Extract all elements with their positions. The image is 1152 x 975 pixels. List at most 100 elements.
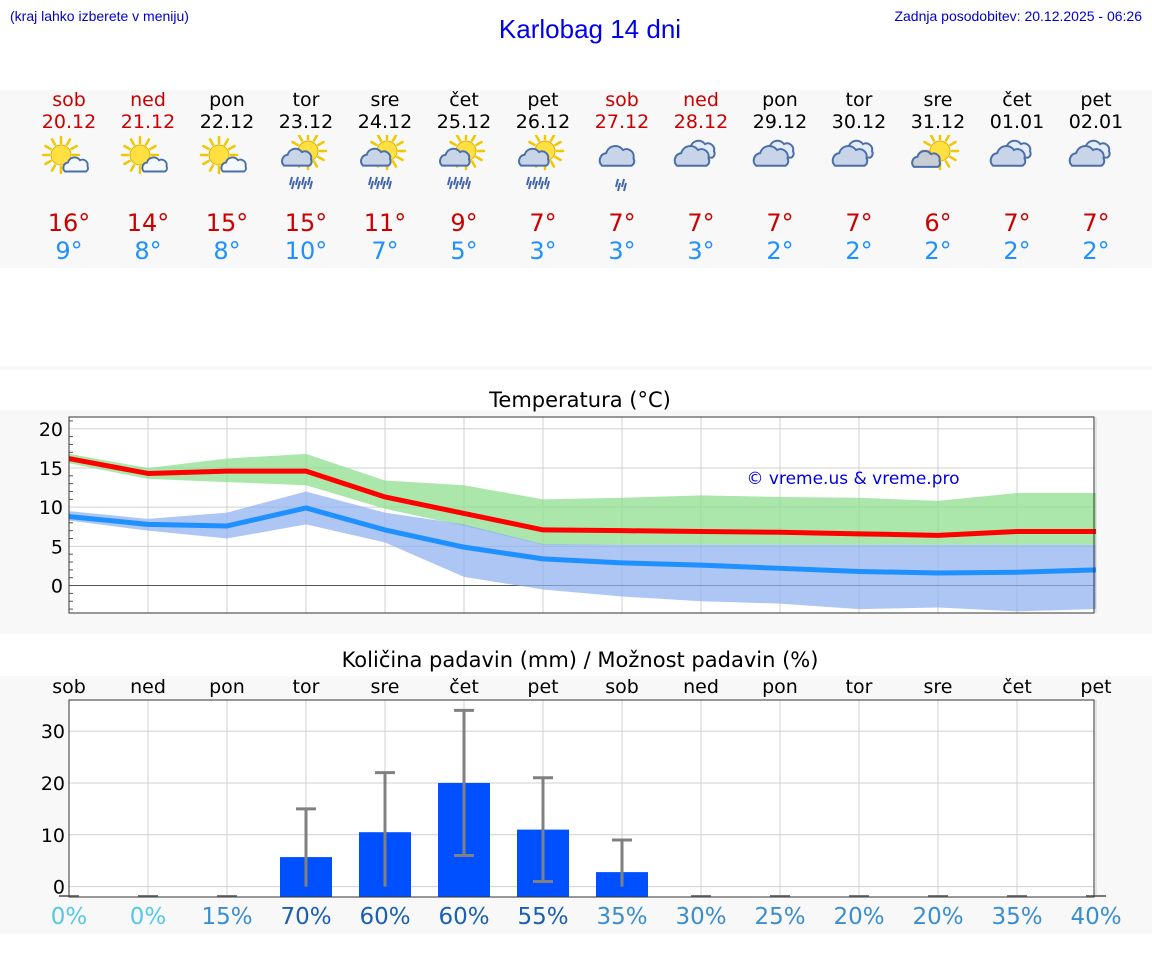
y-tick-label: 20 <box>41 773 65 795</box>
error-bar <box>612 838 632 887</box>
day-date: 24.12 <box>357 111 413 133</box>
day-name: tor <box>292 89 320 111</box>
day-date: 29.12 <box>752 111 808 133</box>
day-name: ned <box>683 89 719 111</box>
precip-probability: 20% <box>912 904 964 930</box>
daily-forecast: sob 20.12 16° 9° ned 21.12 14° 8° pon 22.12 15° 8° t… <box>0 88 1152 268</box>
day-name: ned <box>130 89 166 111</box>
min-temp: 2° <box>845 237 873 265</box>
sun-cloud-icon <box>120 135 168 175</box>
cloud-icon <box>831 139 874 167</box>
location-hint: (kraj lahko izberete v meniju) <box>10 8 189 24</box>
min-temp: 3° <box>529 237 557 265</box>
precip-probability: 60% <box>438 904 490 930</box>
day-date: 20.12 <box>41 111 97 133</box>
precip-day-label: sob <box>605 676 639 698</box>
y-tick-label: 30 <box>41 721 65 743</box>
min-temp: 2° <box>924 237 952 265</box>
max-temp: 15° <box>284 209 328 237</box>
error-bar <box>533 776 553 883</box>
day-name: sob <box>605 89 639 111</box>
precip-day-label: sre <box>370 676 400 698</box>
day-date: 01.01 <box>989 111 1045 133</box>
cloud-icon <box>1068 139 1111 167</box>
min-temp: 3° <box>608 237 636 265</box>
day-date: 22.12 <box>199 111 255 133</box>
max-temp: 7° <box>1082 209 1110 237</box>
day-date: 31.12 <box>910 111 966 133</box>
day-column: sre 24.12 11° 7° <box>346 88 425 265</box>
day-column: sre 31.12 6° 2° <box>899 88 978 265</box>
precip-day-label: pet <box>527 676 559 698</box>
sun-rain-icon <box>518 135 565 190</box>
day-date: 21.12 <box>120 111 176 133</box>
max-temp: 7° <box>845 209 873 237</box>
precip-probability: 60% <box>359 904 411 930</box>
day-column: sob 20.12 16° 9° <box>30 88 109 265</box>
y-tick-label: 5 <box>51 536 63 558</box>
day-date: 26.12 <box>515 111 571 133</box>
sun-rain-icon <box>360 135 407 190</box>
error-bar <box>375 771 395 887</box>
y-tick-label: 0 <box>53 877 65 899</box>
precip-probability: 20% <box>833 904 885 930</box>
min-temp: 8° <box>213 237 241 265</box>
precip-day-label: sob <box>52 676 86 698</box>
day-name: sob <box>52 89 86 111</box>
day-column: pet 26.12 7° 3° <box>504 88 583 265</box>
day-column: ned 21.12 14° 8° <box>109 88 188 265</box>
precip-day-label: ned <box>130 676 166 698</box>
day-date: 25.12 <box>436 111 492 133</box>
error-bar <box>454 708 474 858</box>
max-temp: 14° <box>126 209 170 237</box>
day-column: pon 29.12 7° 2° <box>741 88 820 265</box>
page-title: Karlobag 14 dni <box>498 14 682 44</box>
min-temp: 5° <box>450 237 478 265</box>
precip-day-label: ned <box>683 676 719 698</box>
precip-day-label: pon <box>209 676 245 698</box>
sun-cloud-grey-icon <box>911 135 960 171</box>
y-tick-label: 15 <box>39 458 63 480</box>
min-temp: 8° <box>134 237 162 265</box>
day-name: pon <box>209 89 245 111</box>
cloud-icon <box>673 139 716 167</box>
day-column: tor 23.12 15° 10° <box>267 88 346 265</box>
precip-day-label: tor <box>845 676 873 698</box>
precip-probability: 40% <box>1070 904 1122 930</box>
min-temp: 2° <box>1082 237 1110 265</box>
day-column: ned 28.12 7° 3° <box>662 88 741 265</box>
precip-day-label: pet <box>1080 676 1112 698</box>
min-temp: 2° <box>1003 237 1031 265</box>
precip-chart: 0 10 20 30 <box>41 699 1106 899</box>
day-date: 02.01 <box>1068 111 1124 133</box>
day-column: sob 27.12 7° 3° <box>583 88 662 265</box>
max-temp-line <box>68 456 1096 538</box>
precip-probability: 30% <box>675 904 727 930</box>
sun-cloud-icon <box>199 135 247 175</box>
max-temp: 7° <box>608 209 636 237</box>
y-tick-label: 20 <box>39 419 63 441</box>
day-date: 27.12 <box>594 111 650 133</box>
precip-probability: 70% <box>280 904 332 930</box>
day-name: čet <box>449 89 479 111</box>
precip-day-label: tor <box>292 676 320 698</box>
precip-day-label: pon <box>762 676 798 698</box>
min-temp: 3° <box>687 237 715 265</box>
precip-probability: 55% <box>517 904 569 930</box>
divider <box>0 366 1152 370</box>
precip-probability: 35% <box>596 904 648 930</box>
forecast-strip-bg <box>0 90 1152 268</box>
y-tick-label: 0 <box>51 576 63 598</box>
max-temp: 6° <box>924 209 952 237</box>
min-range-band <box>69 491 1096 612</box>
precip-day-label: čet <box>1002 676 1032 698</box>
min-temp: 9° <box>55 237 83 265</box>
day-column: pet 02.01 7° 2° <box>1057 88 1136 265</box>
precip-probability: 0% <box>50 904 88 930</box>
day-name: tor <box>845 89 873 111</box>
max-temp: 15° <box>205 209 249 237</box>
precip-day-label: čet <box>449 676 479 698</box>
cloud-icon <box>752 139 795 167</box>
precip-probability: 0% <box>129 904 167 930</box>
min-temp-line <box>68 505 1097 576</box>
